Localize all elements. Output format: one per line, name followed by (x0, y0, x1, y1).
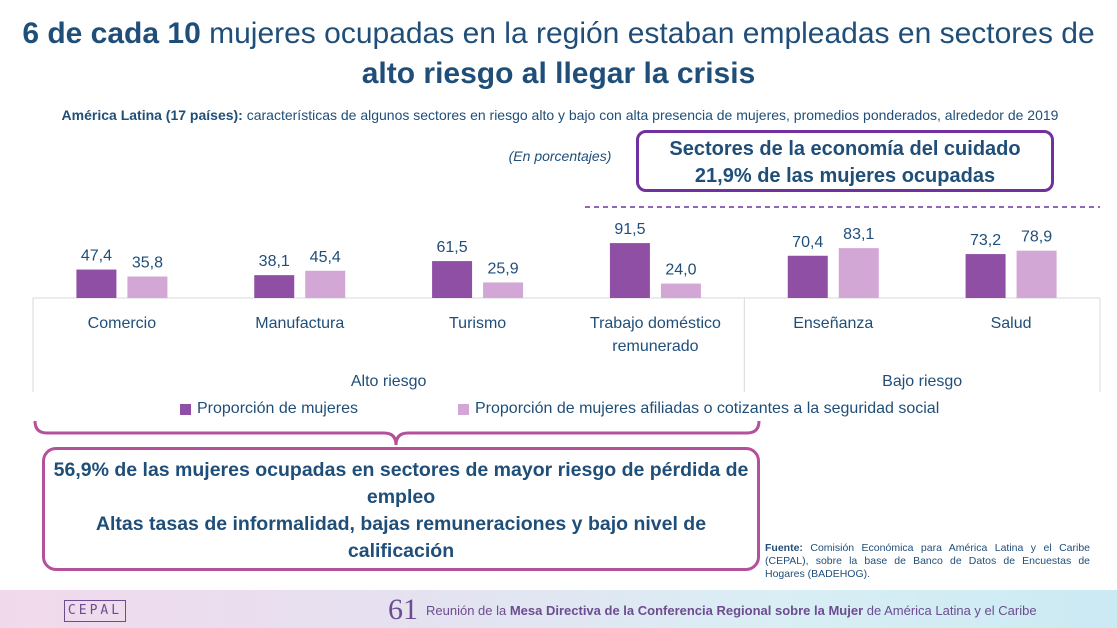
page-title: 6 de cada 10 mujeres ocupadas en la regi… (0, 14, 1117, 94)
category-label-1: Manufactura (255, 315, 344, 332)
source-text: Comisión Económica para América Latina y… (765, 542, 1090, 580)
footer-banner (0, 590, 1117, 628)
bar-series1-4 (787, 255, 828, 298)
chart-unit: (En porcentajes) (508, 148, 612, 164)
bar-series1-5 (965, 254, 1006, 298)
subtitle-region: América Latina (17 países): (61, 107, 243, 123)
bar-series1-1 (254, 275, 295, 298)
subtitle-text: características de algunos sectores en r… (242, 107, 1059, 123)
bar-series1-3 (609, 243, 650, 298)
legend-label-series2: Proporción de mujeres afiliadas o cotiza… (475, 400, 940, 417)
bar-series2-3 (660, 283, 701, 298)
title-text: mujeres ocupadas en la región estaban em… (200, 17, 1095, 50)
bar-series2-0 (127, 276, 168, 298)
data-label-series1-5: 73,2 (970, 232, 1001, 249)
data-label-series2-5: 78,9 (1021, 229, 1052, 246)
data-label-series1-4: 70,4 (792, 234, 823, 251)
data-label-series2-4: 83,1 (843, 226, 874, 243)
legend-item-series2: Proporción de mujeres afiliadas o cotiza… (458, 400, 939, 418)
data-label-series1-1: 38,1 (259, 253, 290, 270)
bar-series2-5 (1016, 250, 1057, 298)
care-economy-callout: Sectores de la economía del cuidado 21,9… (636, 130, 1054, 192)
data-label-series1-3: 91,5 (614, 221, 645, 238)
footer-session-number: 61 (388, 593, 418, 626)
risk-callout-line2: Altas tasas de informalidad, bajas remun… (95, 513, 707, 562)
bar-series2-4 (838, 248, 879, 298)
bar-series1-2 (432, 261, 473, 298)
cepal-logo: CEPAL (64, 600, 126, 622)
chart-subtitle: América Latina (17 países): característi… (60, 104, 1060, 126)
data-label-series2-3: 24,0 (665, 262, 696, 279)
group-label-1: Bajo riesgo (882, 373, 962, 390)
group-label-0: Alto riesgo (351, 373, 427, 390)
high-risk-callout: 56,9% de las mujeres ocupadas en sectore… (42, 447, 760, 571)
bar-series2-2 (483, 282, 524, 298)
data-label-series2-1: 45,4 (310, 249, 341, 266)
bar-series2-1 (305, 270, 346, 298)
category-label-2: Turismo (449, 315, 506, 332)
chart-legend: Proporción de mujeres Proporción de muje… (180, 400, 980, 420)
category-label-5: Salud (991, 315, 1032, 332)
source-note: Fuente: Comisión Económica para América … (765, 542, 1090, 581)
title-highlight: 6 de cada 10 (22, 17, 201, 50)
source-label: Fuente: (765, 542, 803, 554)
bar-series1-0 (76, 269, 117, 298)
category-label-3-line2: remunerado (612, 338, 698, 355)
bar-chart: 47,4 35,8 Comercio 38,1 45,4 Manufactura 61,5 2… (32, 206, 1101, 392)
category-label-3: Trabajo doméstico (590, 315, 721, 332)
legend-label-series1: Proporción de mujeres (197, 400, 358, 417)
category-label-4: Enseñanza (793, 315, 873, 332)
care-callout-line2: 21,9% de las mujeres ocupadas (694, 165, 996, 187)
data-label-series2-0: 35,8 (132, 255, 163, 272)
footer-text-pre: Reunión de la (426, 603, 510, 618)
title-line2: alto riesgo al llegar la crisis (361, 57, 756, 90)
data-label-series2-2: 25,9 (488, 260, 519, 277)
care-callout-line1: Sectores de la economía del cuidado (669, 138, 1021, 160)
data-label-series1-2: 61,5 (437, 239, 468, 256)
risk-callout-line1: 56,9% de las mujeres ocupadas en sectore… (53, 459, 749, 508)
data-label-series1-0: 47,4 (81, 248, 112, 265)
footer-text-bold: Mesa Directiva de la Conferencia Regiona… (509, 603, 864, 618)
footer-text: Reunión de la Mesa Directiva de la Confe… (426, 603, 1037, 618)
legend-swatch-series2 (458, 403, 469, 415)
footer-text-post: de América Latina y el Caribe (863, 603, 1037, 618)
legend-swatch-series1 (180, 403, 191, 415)
legend-item-series1: Proporción de mujeres (180, 400, 358, 418)
category-label-0: Comercio (88, 315, 157, 332)
